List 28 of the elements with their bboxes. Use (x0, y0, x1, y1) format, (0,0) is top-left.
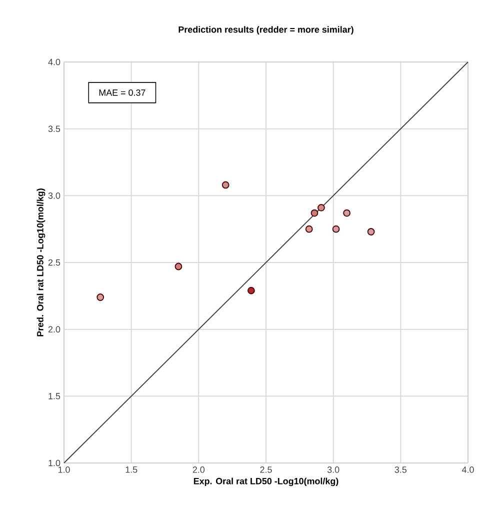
x-tick-label: 2.5 (260, 466, 272, 473)
point (343, 209, 350, 217)
point (305, 225, 313, 233)
x-tick-label: 1.0 (58, 466, 70, 473)
x-tick-label: 1.5 (126, 466, 138, 473)
y-tick-label: 3.0 (48, 192, 60, 199)
annotation: MAE = 0.37 (99, 89, 146, 96)
point (222, 181, 230, 189)
y-tick-label: 4.0 (48, 58, 60, 66)
y-axis-title: Pred. Oral rat LD50 -Log10(mol/kg) (36, 188, 46, 336)
point (247, 286, 255, 294)
x-axis-title: Exp. Oral rat LD50 -Log10(mol/kg) (194, 478, 338, 486)
point (332, 225, 340, 233)
point (310, 209, 318, 217)
y-tick-label: 3.5 (48, 126, 60, 132)
x-tick-label: 3.5 (394, 466, 407, 473)
y-tick-label: 2.5 (48, 259, 60, 266)
y-tick-label: 1.0 (48, 460, 60, 466)
point (318, 204, 325, 212)
y-tick-label: 2.0 (48, 326, 60, 333)
x-tick-label: 2.0 (192, 466, 205, 473)
x-tick-label: 3.0 (327, 466, 340, 473)
x-tick-label: 4.0 (462, 466, 474, 473)
point (367, 228, 375, 236)
chart-title: Prediction results (redder = more similar) (178, 26, 354, 34)
point (174, 262, 182, 270)
y-tick-label: 1.5 (48, 393, 60, 400)
point (96, 294, 104, 301)
